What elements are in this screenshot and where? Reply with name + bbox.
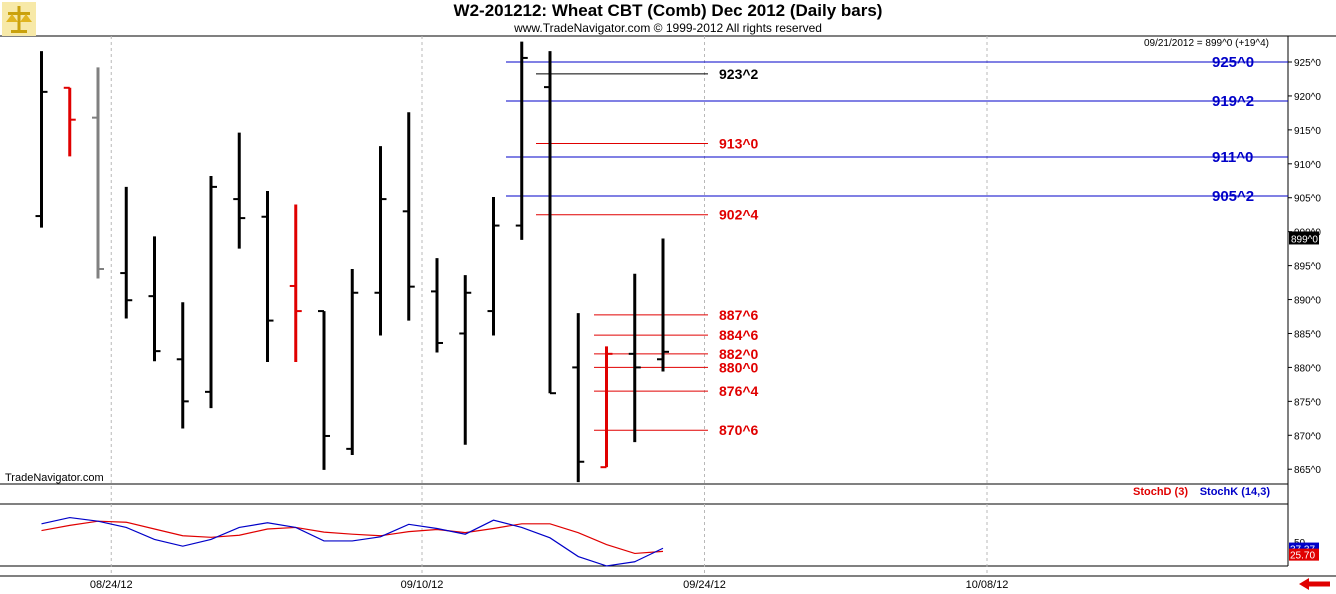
price-level-label: 870^6: [719, 422, 759, 438]
scroll-left-arrow-icon[interactable]: [1298, 577, 1332, 591]
date-axis-label: 09/10/12: [401, 579, 444, 591]
ohlc-bar: [318, 310, 330, 470]
ohlc-bar: [63, 86, 76, 157]
ohlc-bar: [35, 51, 48, 228]
ohlc-bar: [402, 112, 415, 321]
ohlc-bar: [346, 269, 359, 455]
ohlc-bar: [374, 146, 387, 336]
ohlc-bar: [487, 197, 500, 336]
last-price-tag: 899^0: [1291, 234, 1318, 245]
stochD-legend: StochD (3): [1133, 486, 1188, 498]
ohlc-bar: [628, 273, 641, 443]
price-level-label: 925^0: [1212, 54, 1254, 71]
price-level-label: 887^6: [719, 307, 759, 323]
ohlc-bar: [600, 346, 613, 469]
price-axis-label: 880^0: [1294, 363, 1321, 374]
price-level-label: 911^0: [1212, 149, 1253, 166]
watermark-text: TradeNavigator.com: [5, 472, 104, 484]
price-level-label: 905^2: [1212, 188, 1254, 205]
price-level-label: 876^4: [719, 383, 759, 399]
ohlc-bar: [176, 302, 189, 429]
price-level-label: 882^0: [719, 346, 759, 362]
price-level-label: 902^4: [719, 207, 759, 223]
stoch-series-line: [41, 516, 664, 567]
ohlc-bar: [572, 313, 585, 483]
price-axis-label: 875^0: [1294, 397, 1321, 408]
stochD-value-tag-bg: [1289, 548, 1319, 561]
price-axis-label: 865^0: [1294, 465, 1321, 476]
chart-title: W2-201212: Wheat CBT (Comb) Dec 2012 (Da…: [453, 1, 883, 20]
ohlc-bar: [233, 132, 246, 249]
price-level-label: 884^6: [719, 327, 759, 343]
ohlc-bar: [515, 41, 528, 240]
ohlc-bar: [289, 204, 302, 362]
ohlc-bar: [148, 236, 161, 362]
ohlc-bar: [459, 275, 472, 445]
ohlc-bar: [120, 186, 133, 319]
date-axis-label: 09/24/12: [683, 579, 726, 591]
ohlc-bar: [657, 238, 669, 372]
stochD-value-tag: 25.70: [1290, 551, 1315, 562]
copyright-subtitle: www.TradeNavigator.com © 1999-2012 All r…: [514, 21, 822, 35]
ohlc-bar: [544, 51, 556, 395]
price-level-label: 913^0: [719, 135, 759, 151]
price-axis-label: 905^0: [1294, 194, 1321, 205]
price-axis-label: 910^0: [1294, 160, 1321, 171]
ohlc-bar: [205, 176, 217, 409]
stoch-series-line: [41, 520, 664, 555]
ohlc-bar: [92, 67, 104, 279]
ohlc-bar: [261, 190, 274, 362]
date-axis-label: 08/24/12: [90, 579, 133, 591]
trade-navigator-logo-icon[interactable]: [2, 2, 36, 36]
last-price-readout: 09/21/2012 = 899^0 (+19^4): [1144, 38, 1269, 49]
stochK-legend: StochK (14,3): [1200, 486, 1271, 498]
price-axis-label: 915^0: [1294, 126, 1321, 137]
price-level-label: 880^0: [719, 359, 759, 375]
price-axis-label: 895^0: [1294, 262, 1321, 273]
price-axis-label: 885^0: [1294, 329, 1321, 340]
ohlc-bar: [431, 258, 443, 353]
price-axis-label: 920^0: [1294, 92, 1321, 103]
price-axis-label: 890^0: [1294, 296, 1321, 307]
price-level-label: 923^2: [719, 66, 759, 82]
price-level-label: 919^2: [1212, 93, 1254, 110]
last-price-tag-bg: [1289, 231, 1319, 245]
price-axis-label: 925^0: [1294, 58, 1321, 69]
date-axis-label: 10/08/12: [966, 579, 1009, 591]
price-axis-label: 870^0: [1294, 431, 1321, 442]
